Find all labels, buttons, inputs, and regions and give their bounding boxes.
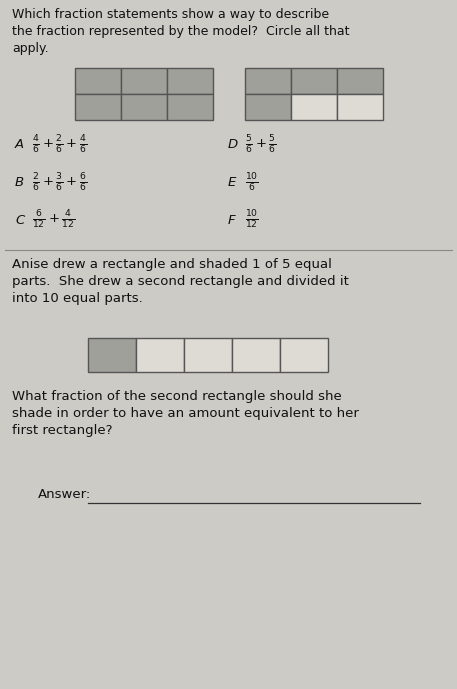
Bar xyxy=(136,338,184,372)
Text: B: B xyxy=(15,176,24,189)
Bar xyxy=(280,338,328,372)
Text: E: E xyxy=(228,176,236,189)
Bar xyxy=(88,338,136,372)
Text: D: D xyxy=(228,138,238,152)
Text: C: C xyxy=(15,214,24,227)
Bar xyxy=(167,68,213,94)
Bar xyxy=(75,68,121,94)
Text: $\frac{5}{6} + \frac{5}{6}$: $\frac{5}{6} + \frac{5}{6}$ xyxy=(245,134,277,156)
Text: $\frac{10}{12}$: $\frac{10}{12}$ xyxy=(245,209,259,231)
Text: Anise drew a rectangle and shaded 1 of 5 equal
parts.  She drew a second rectang: Anise drew a rectangle and shaded 1 of 5… xyxy=(12,258,349,305)
Text: $\frac{6}{12} + \frac{4}{12}$: $\frac{6}{12} + \frac{4}{12}$ xyxy=(32,209,75,231)
Bar xyxy=(232,338,280,372)
Bar xyxy=(337,94,383,120)
Text: $\frac{2}{6} + \frac{3}{6} + \frac{6}{6}$: $\frac{2}{6} + \frac{3}{6} + \frac{6}{6}… xyxy=(32,172,88,194)
Text: What fraction of the second rectangle should she
shade in order to have an amoun: What fraction of the second rectangle sh… xyxy=(12,390,359,437)
Text: A: A xyxy=(15,138,24,152)
Bar xyxy=(245,94,291,120)
Bar xyxy=(75,94,121,120)
Text: F: F xyxy=(228,214,236,227)
Bar xyxy=(167,94,213,120)
Bar xyxy=(121,68,167,94)
Bar xyxy=(184,338,232,372)
Bar xyxy=(121,94,167,120)
Bar xyxy=(291,94,337,120)
Text: $\frac{10}{6}$: $\frac{10}{6}$ xyxy=(245,172,259,194)
Text: Which fraction statements show a way to describe
the fraction represented by the: Which fraction statements show a way to … xyxy=(12,8,350,55)
Bar xyxy=(291,68,337,94)
Bar xyxy=(337,68,383,94)
Text: Answer:: Answer: xyxy=(38,488,91,501)
Bar xyxy=(245,68,291,94)
Text: $\frac{4}{6} + \frac{2}{6} + \frac{4}{6}$: $\frac{4}{6} + \frac{2}{6} + \frac{4}{6}… xyxy=(32,134,88,156)
